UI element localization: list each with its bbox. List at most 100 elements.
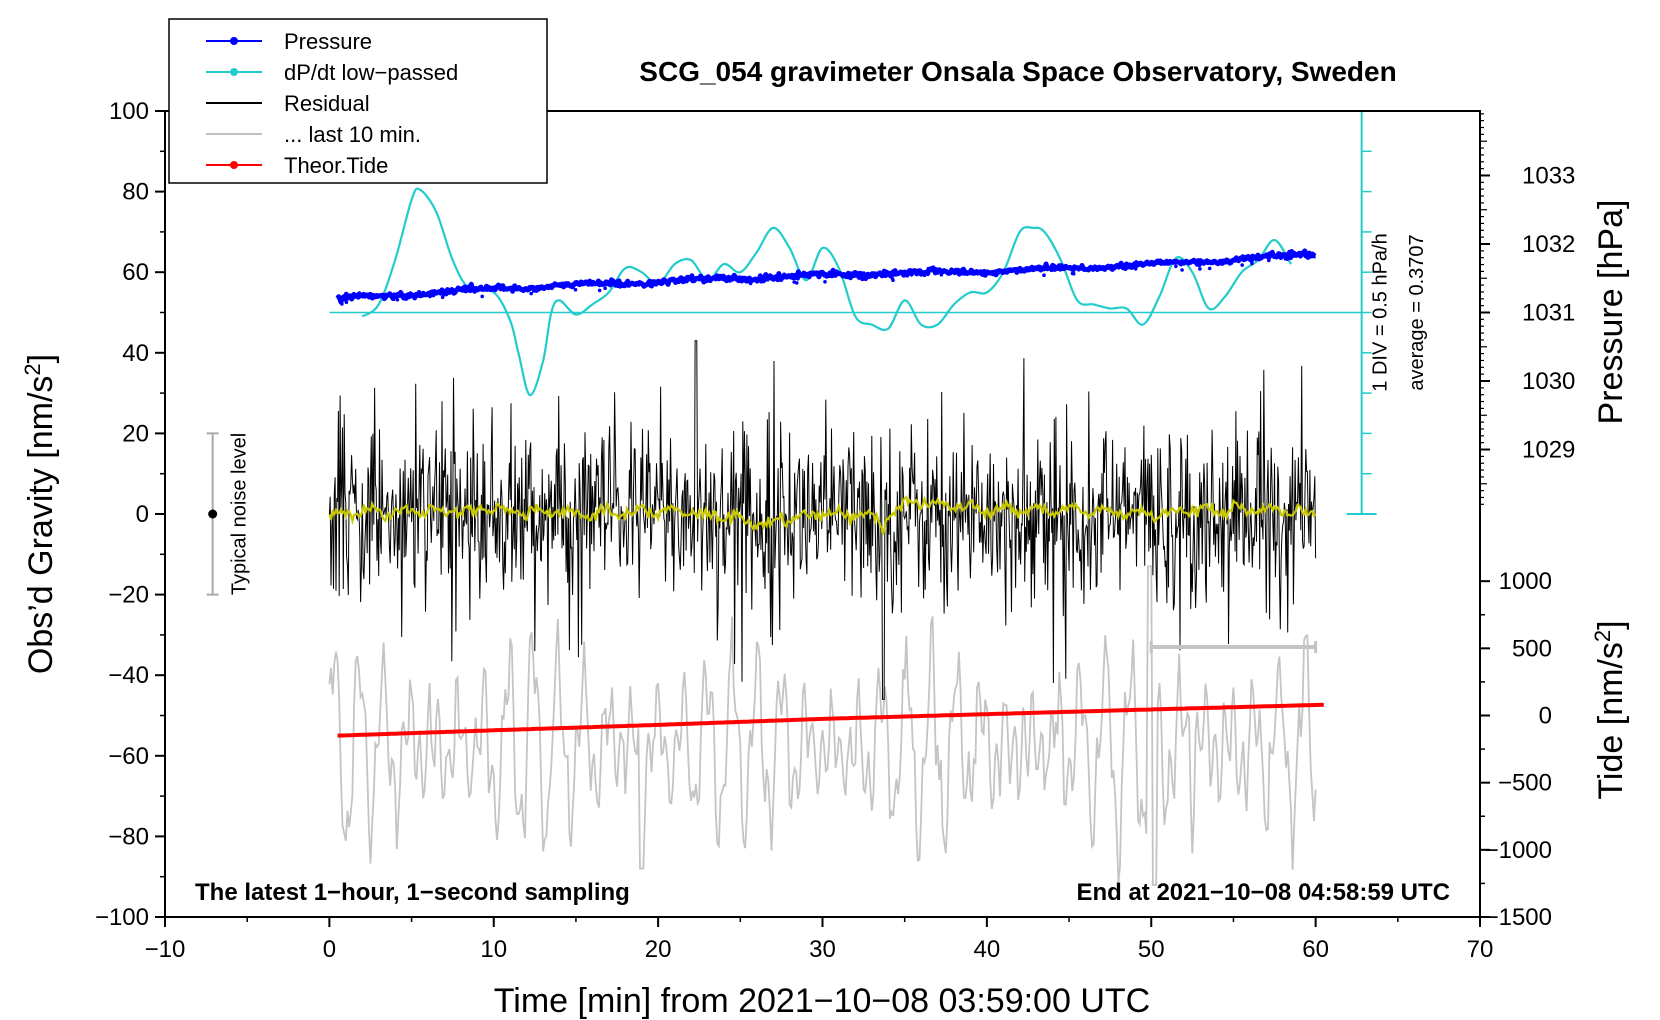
pressure-point [1174,264,1178,269]
x-tick-label: 50 [1138,936,1165,963]
x-tick-label: 40 [974,936,1001,963]
tide-tick-label: −500 [1498,770,1552,797]
pressure-point [796,276,800,281]
pressure-point [344,300,349,305]
pressure-point [1207,266,1212,271]
noise-label: Typical noise level [229,433,251,595]
legend-marker [230,68,238,76]
pressure-point [395,297,400,302]
y-tick-label: −80 [108,823,149,850]
pressure-point [1133,267,1138,271]
y-tick-label: 20 [122,420,149,447]
chart-title: SCG_054 gravimeter Onsala Space Observat… [639,56,1396,87]
y-axis-title-left: Obs’d Gravity [nm/s2] [20,354,60,674]
x-tick-label: 10 [480,936,507,963]
x-axis-title: Time [min] from 2021−10−08 03:59:00 UTC [494,982,1150,1020]
residual-lowpass-series [328,494,1317,535]
y-tick-label: −60 [108,743,149,770]
pressure-point [860,276,865,281]
pressure-point [1180,268,1184,272]
residual-lowpass-line [328,494,1317,535]
y-tick-label: 40 [122,340,149,367]
pressure-point [480,294,485,299]
pressure-point [985,271,990,276]
pressure-tick-label: 1029 [1522,437,1575,464]
pressure-point [1267,258,1271,263]
pressure-point [846,275,850,280]
pressure-point [391,297,396,302]
average-label: average = 0.3707 [1406,234,1428,390]
pressure-point [340,302,344,306]
tide-tick-label: −1000 [1485,837,1552,864]
legend-label: Pressure [284,29,372,54]
tide-tick-label: 1000 [1499,568,1552,595]
pressure-point [1042,273,1046,278]
pressure-point [939,272,944,277]
tide-tick-label: −1500 [1485,904,1552,931]
pressure-point [573,287,578,292]
legend-label: Residual [284,91,370,116]
pressure-tick-label: 1031 [1522,300,1575,327]
x-tick-label: 0 [323,936,336,963]
pressure-point [1129,266,1134,270]
y-tick-label: 60 [122,259,149,286]
legend-label: Theor.Tide [284,153,388,178]
pressure-point [1240,263,1244,267]
y-tick-label: −20 [108,582,149,609]
pressure-point [529,291,533,296]
theor-tide-series [337,702,1324,738]
y-tick-label: 80 [122,179,149,206]
last-10-min-series [328,565,1317,886]
pressure-point [765,277,770,282]
y-tick-label: −40 [108,662,149,689]
y-axis-title-tide: Tide [nm/s2] [1590,620,1630,799]
dpdt-line [361,187,1292,397]
y-tick-label: 0 [136,501,149,528]
x-tick-label: 30 [809,936,836,963]
tide-tick-label: 0 [1539,703,1552,730]
annotations: Typical noise level 1 DIV = 0.5 hPa/h aver… [206,110,1428,653]
tide-line [337,702,1324,738]
pressure-point [603,286,607,291]
legend-label: ... last 10 min. [284,122,421,147]
y-tick-label: −100 [95,904,149,931]
pressure-point [440,295,445,300]
noise-bar-center [208,509,218,519]
pressure-point [1070,271,1075,276]
pressure-point [962,272,966,276]
pressure-point [905,274,910,278]
pressure-tick-label: 1033 [1522,162,1575,189]
dpdt-series [329,187,1362,397]
pressure-scale-label: 1 DIV = 0.5 hPa/h [1370,233,1392,391]
pressure-point [1198,267,1202,271]
x-tick-label: 20 [645,936,672,963]
y-tick-label: 100 [109,98,149,125]
pressure-point [922,273,927,278]
legend-items: Pressure dP/dt low−passed Residual ... last… [206,29,458,178]
end-time-note: End at 2021−10−08 04:58:59 UTC [1076,879,1450,906]
legend-label: dP/dt low−passed [284,60,458,85]
pressure-point [823,280,827,284]
axes: −10 0 10 20 30 40 50 60 70100806040200−20−40−60−… [95,98,1575,963]
pressure-point [748,281,753,286]
pressure-point [1250,261,1254,266]
legend: Pressure dP/dt low−passed Residual ... last… [168,18,548,184]
x-tick-label: 70 [1467,936,1494,963]
sampling-note: The latest 1−hour, 1−second sampling [195,879,630,906]
pressure-point [534,287,538,291]
last-10-min-line [328,565,1317,886]
tide-tick-label: 500 [1512,635,1552,662]
pressure-series [335,248,1317,306]
pressure-line [335,248,1317,305]
pressure-point [890,276,895,281]
x-tick-label: −10 [145,936,186,963]
pressure-tick-label: 1032 [1522,231,1575,258]
pressure-point [1283,256,1288,261]
pressure-tick-label: 1030 [1522,368,1575,395]
pressure-point [792,280,796,284]
legend-marker [230,37,238,45]
pressure-point [527,287,532,292]
legend-box [168,18,548,184]
x-tick-label: 60 [1302,936,1329,963]
